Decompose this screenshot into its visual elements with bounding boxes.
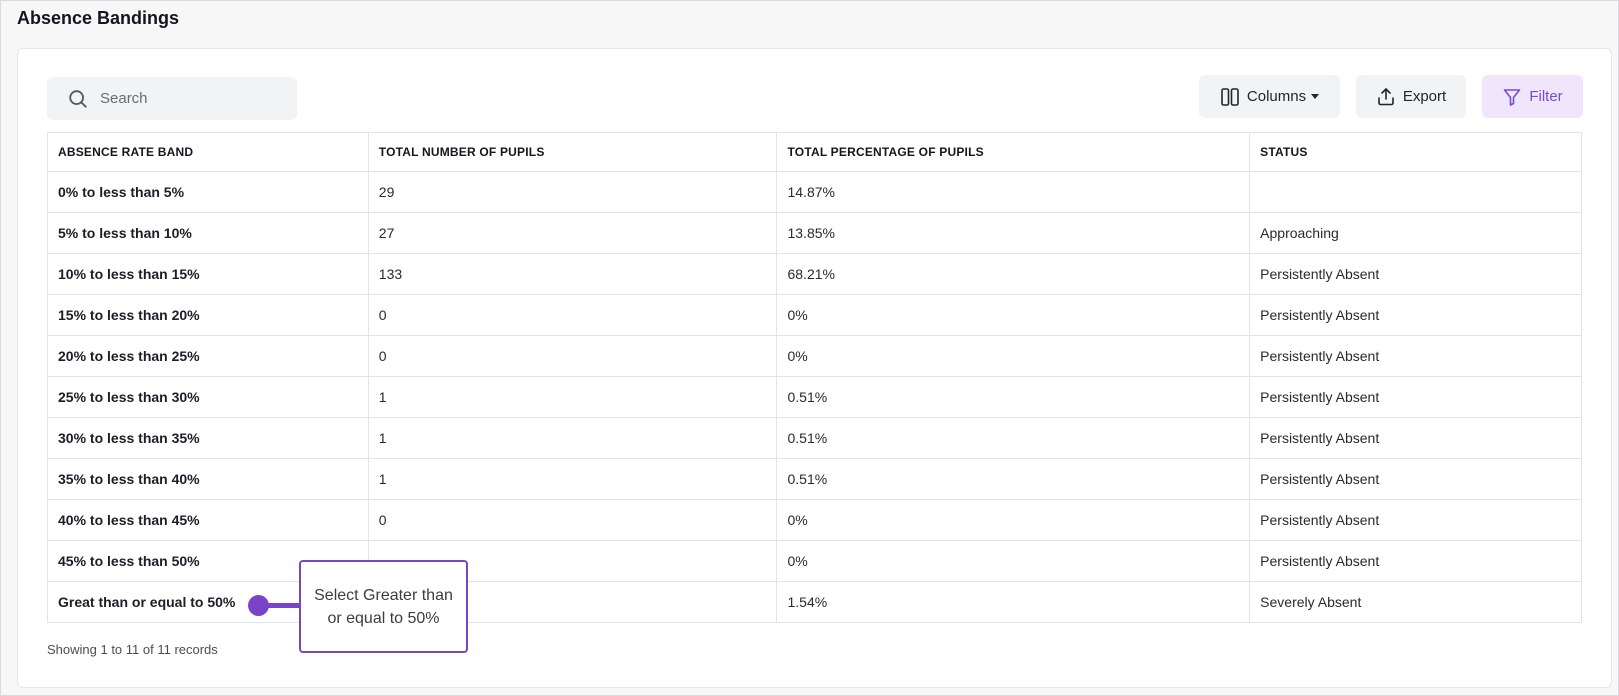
export-button[interactable]: Export <box>1356 75 1466 118</box>
count-cell: 0 <box>367 499 778 541</box>
column-header-status[interactable]: STATUS <box>1249 132 1582 172</box>
column-header-band[interactable]: ABSENCE RATE BAND <box>47 132 369 172</box>
band-cell: 35% to less than 40% <box>47 458 369 500</box>
status-cell: Persistently Absent <box>1249 294 1582 336</box>
percent-cell: 0% <box>776 540 1251 582</box>
callout-text: Select Greater than or equal to 50% <box>314 586 453 627</box>
table-row[interactable]: 45% to less than 50% 0% Persistently Abs… <box>47 540 1582 582</box>
filter-label: Filter <box>1529 88 1563 105</box>
table-row[interactable]: 35% to less than 40% 1 0.51% Persistentl… <box>47 458 1582 500</box>
band-cell: 40% to less than 45% <box>47 499 369 541</box>
filter-button[interactable]: Filter <box>1482 75 1583 118</box>
count-cell: 1 <box>367 376 778 418</box>
table-row[interactable]: 40% to less than 45% 0 0% Persistently A… <box>47 499 1582 541</box>
percent-cell: 0.51% <box>776 458 1251 500</box>
export-label: Export <box>1402 88 1447 105</box>
percent-cell: 0.51% <box>776 376 1251 418</box>
band-cell: 10% to less than 15% <box>47 253 369 295</box>
table-row[interactable]: 30% to less than 35% 1 0.51% Persistentl… <box>47 417 1582 459</box>
count-cell: 0 <box>367 294 778 336</box>
band-cell: 30% to less than 35% <box>47 417 369 459</box>
status-cell: Persistently Absent <box>1249 458 1582 500</box>
callout-connector <box>256 603 301 608</box>
table-row[interactable]: 20% to less than 25% 0 0% Persistently A… <box>47 335 1582 377</box>
instruction-callout: Select Greater than or equal to 50% <box>299 560 468 653</box>
callout-pointer-dot <box>248 595 269 616</box>
column-header-percent[interactable]: TOTAL PERCENTAGE OF PUPILS <box>776 132 1251 172</box>
table-row[interactable]: 25% to less than 30% 1 0.51% Persistentl… <box>47 376 1582 418</box>
columns-label: Columns <box>1246 88 1307 105</box>
status-cell: Persistently Absent <box>1249 499 1582 541</box>
count-cell: 29 <box>367 171 778 213</box>
table-row[interactable]: 5% to less than 10% 27 13.85% Approachin… <box>47 212 1582 254</box>
table-row[interactable]: 10% to less than 15% 133 68.21% Persiste… <box>47 253 1582 295</box>
status-cell: Severely Absent <box>1249 581 1582 623</box>
status-cell <box>1249 171 1582 213</box>
count-cell: 133 <box>367 253 778 295</box>
search-box[interactable] <box>47 77 297 120</box>
columns-icon <box>1221 87 1239 106</box>
column-header-count[interactable]: TOTAL NUMBER OF PUPILS <box>367 132 778 172</box>
status-cell: Approaching <box>1249 212 1582 254</box>
percent-cell: 0% <box>776 335 1251 377</box>
status-cell: Persistently Absent <box>1249 376 1582 418</box>
export-icon <box>1378 87 1394 105</box>
percent-cell: 68.21% <box>776 253 1251 295</box>
status-cell: Persistently Absent <box>1249 540 1582 582</box>
band-cell: 20% to less than 25% <box>47 335 369 377</box>
table-row[interactable]: Great than or equal to 50% 1.54% Severel… <box>47 581 1582 623</box>
band-cell: 15% to less than 20% <box>47 294 369 336</box>
band-cell: 25% to less than 30% <box>47 376 369 418</box>
table-row[interactable]: 15% to less than 20% 0 0% Persistently A… <box>47 294 1582 336</box>
percent-cell: 13.85% <box>776 212 1251 254</box>
percent-cell: 0% <box>776 294 1251 336</box>
filter-icon <box>1504 88 1521 106</box>
chevron-down-icon <box>1311 94 1320 99</box>
count-cell: 0 <box>367 335 778 377</box>
status-cell: Persistently Absent <box>1249 335 1582 377</box>
band-cell: 5% to less than 10% <box>47 212 369 254</box>
page-title: Absence Bandings <box>17 8 180 28</box>
records-count: Showing 1 to 11 of 11 records <box>47 642 218 657</box>
table-header-row: ABSENCE RATE BAND TOTAL NUMBER OF PUPILS… <box>47 132 1582 172</box>
count-cell: 1 <box>367 458 778 500</box>
status-cell: Persistently Absent <box>1249 253 1582 295</box>
count-cell: 27 <box>367 212 778 254</box>
columns-button[interactable]: Columns <box>1199 75 1340 118</box>
percent-cell: 0% <box>776 499 1251 541</box>
search-input[interactable] <box>98 89 272 108</box>
band-cell: 0% to less than 5% <box>47 171 369 213</box>
status-cell: Persistently Absent <box>1249 417 1582 459</box>
percent-cell: 0.51% <box>776 417 1251 459</box>
table-row[interactable]: 0% to less than 5% 29 14.87% <box>47 171 1582 213</box>
count-cell: 1 <box>367 417 778 459</box>
search-icon <box>69 89 87 108</box>
absence-bandings-table: ABSENCE RATE BAND TOTAL NUMBER OF PUPILS… <box>47 132 1582 623</box>
percent-cell: 1.54% <box>776 581 1251 623</box>
percent-cell: 14.87% <box>776 171 1251 213</box>
